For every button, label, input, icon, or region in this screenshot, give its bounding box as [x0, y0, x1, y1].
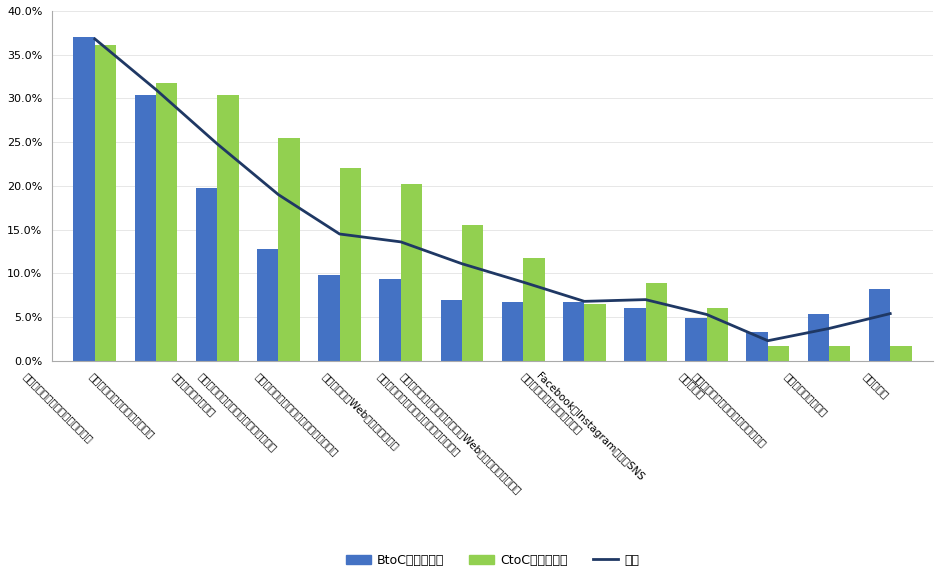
Bar: [441, 300, 462, 361]
Bar: [646, 283, 666, 361]
Legend: BtoCカーシェア, CtoCカーシェア, 全体: BtoCカーシェア, CtoCカーシェア, 全体: [340, 548, 644, 572]
Bar: [624, 308, 646, 361]
Bar: [73, 37, 95, 361]
Bar: [196, 187, 217, 361]
Bar: [768, 346, 790, 361]
Bar: [380, 279, 400, 361]
Bar: [318, 275, 339, 361]
Bar: [156, 83, 178, 361]
Bar: [869, 289, 890, 361]
Bar: [707, 308, 728, 361]
Bar: [585, 304, 605, 361]
Bar: [502, 302, 524, 361]
Bar: [278, 138, 300, 361]
Bar: [339, 168, 361, 361]
Bar: [95, 45, 117, 361]
Bar: [829, 346, 851, 361]
Bar: [400, 184, 422, 361]
Bar: [563, 302, 585, 361]
Bar: [257, 249, 278, 361]
Bar: [462, 225, 483, 361]
Bar: [134, 95, 156, 361]
Bar: [807, 314, 829, 361]
Bar: [746, 332, 768, 361]
Bar: [524, 258, 544, 361]
Bar: [685, 318, 707, 361]
Bar: [217, 95, 239, 361]
Bar: [890, 346, 912, 361]
